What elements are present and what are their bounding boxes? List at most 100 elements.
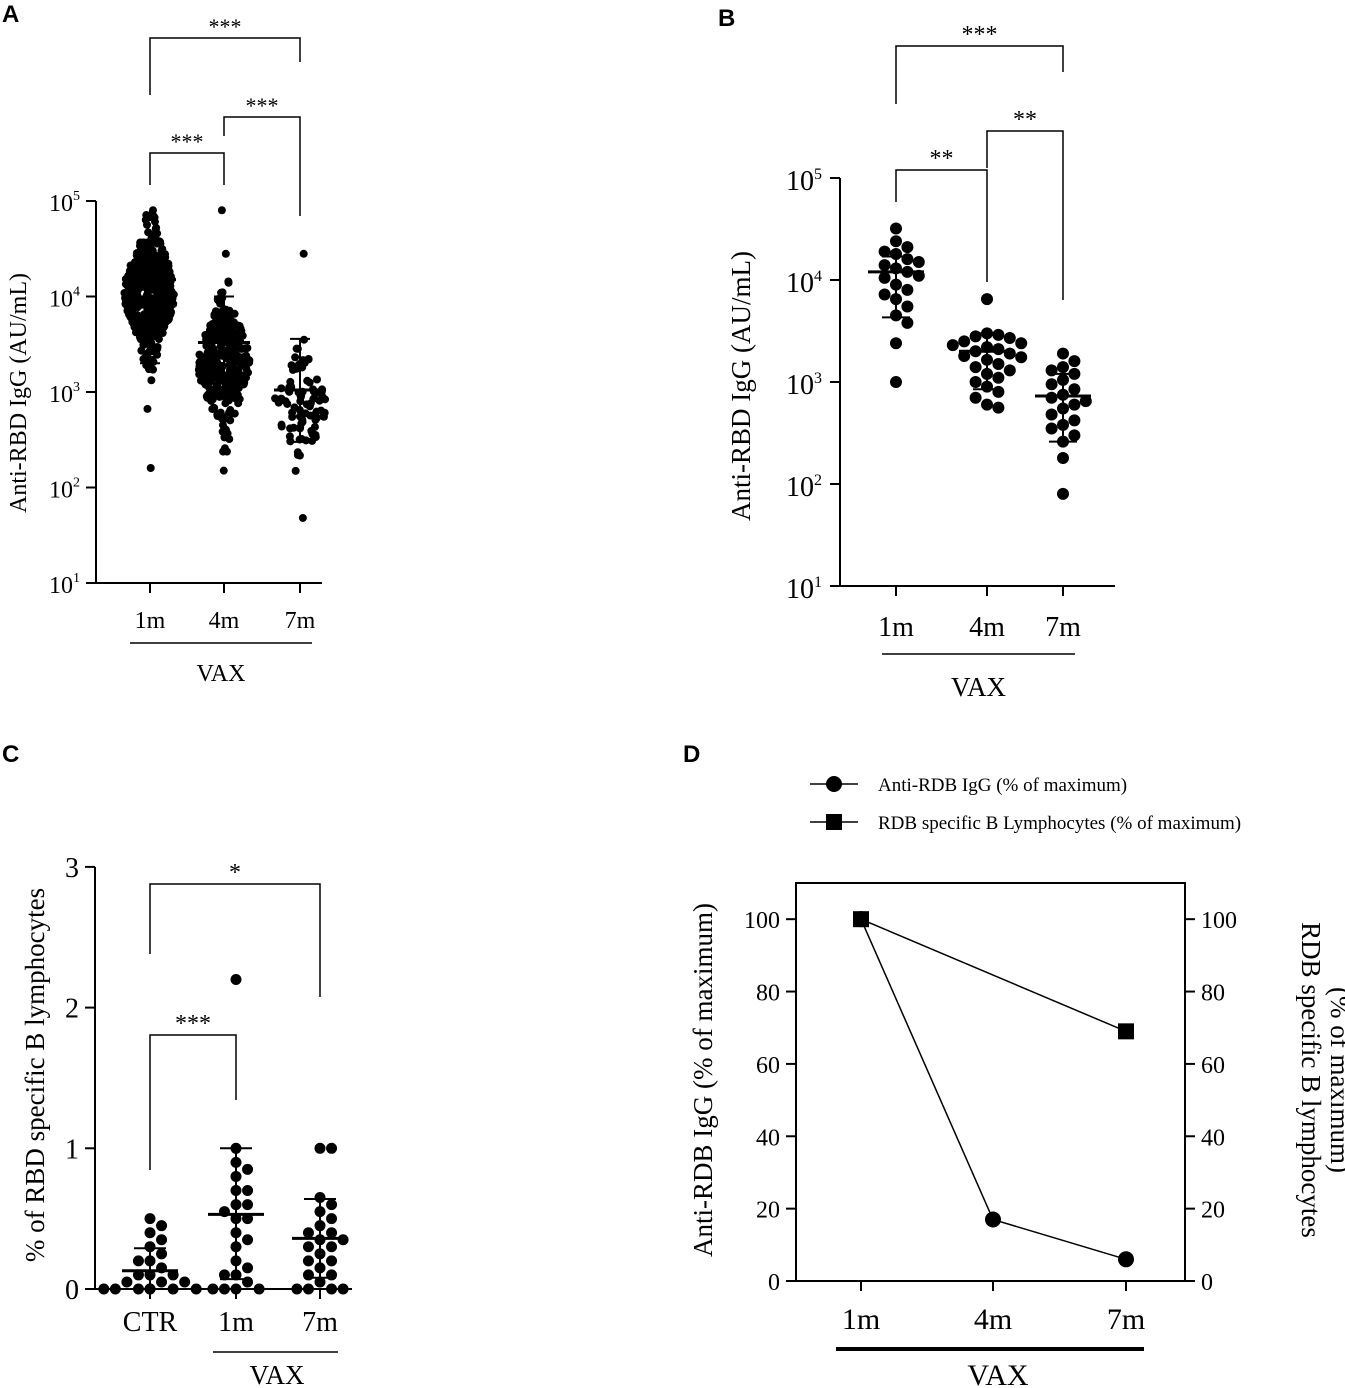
data-point <box>319 412 328 421</box>
data-point <box>337 1283 349 1295</box>
significance-bracket <box>149 37 301 95</box>
data-point <box>162 280 171 289</box>
data-point <box>211 365 220 374</box>
y-tick-label-left: 80 <box>756 981 780 1007</box>
data-point <box>151 264 160 273</box>
data-point <box>1068 383 1081 396</box>
data-point <box>1057 347 1069 360</box>
y-tick-label: 102 <box>786 472 822 503</box>
data-point <box>163 289 172 298</box>
data-point <box>981 398 993 411</box>
legend-label: RDB specific B Lymphocytes (% of maximum… <box>878 813 1241 834</box>
data-point <box>208 333 217 342</box>
data-point <box>901 300 914 313</box>
data-point <box>228 367 237 376</box>
data-point <box>145 213 154 222</box>
data-point <box>890 235 902 248</box>
data-point <box>992 371 1005 384</box>
data-point <box>310 422 319 431</box>
data-point <box>240 378 249 387</box>
group-label: VAX <box>951 672 1007 702</box>
data-point <box>146 464 155 473</box>
data-point <box>326 1241 338 1253</box>
significance-bracket <box>986 130 1064 300</box>
panel-b: 101 102 103 104 105 1m 4m 7m VAX Anti-RBD IgG (AU… <box>726 22 1115 702</box>
data-point <box>144 1213 156 1225</box>
data-point <box>156 1234 168 1246</box>
data-point <box>228 348 237 357</box>
data-point <box>1045 391 1058 404</box>
data-point <box>160 251 169 260</box>
y-axis-title: % of RBD specific B lymphocytes <box>20 888 50 1262</box>
data-point <box>992 385 1005 398</box>
data-point <box>235 322 244 331</box>
data-point <box>890 337 902 350</box>
data-point <box>302 1227 314 1239</box>
significance-label: ** <box>930 146 954 172</box>
significance-bracket <box>895 45 1064 104</box>
y-tick-label: 0 <box>65 1275 79 1306</box>
x-tick-label: 1m <box>842 1303 880 1336</box>
data-point <box>981 293 993 306</box>
data-point <box>138 295 147 304</box>
data-point <box>326 1269 338 1281</box>
data-point <box>291 466 300 475</box>
data-point <box>140 314 149 323</box>
y-tick-label: 2 <box>65 994 79 1025</box>
data-point <box>144 1241 156 1253</box>
data-point <box>297 419 306 428</box>
data-point <box>225 435 234 444</box>
data-point <box>154 281 163 290</box>
y-axis-title-left: Anti-RDB IgG (% of maximum) <box>688 903 718 1257</box>
data-point <box>300 358 309 367</box>
plot-frame <box>795 882 1186 1282</box>
x-tick-label: 1m <box>135 608 166 634</box>
y-tick-label-left: 100 <box>744 908 780 934</box>
data-point <box>130 265 139 274</box>
data-point <box>150 252 159 261</box>
data-point <box>154 296 163 305</box>
data-point <box>969 376 982 388</box>
data-point <box>242 1276 254 1288</box>
panel-label-d: D <box>683 741 700 768</box>
data-point <box>121 294 130 303</box>
data-point <box>139 355 148 364</box>
y-tick-label: 102 <box>49 476 80 504</box>
data-point <box>156 305 165 314</box>
data-point <box>901 241 914 254</box>
panel-label-b: B <box>718 5 735 32</box>
data-point <box>242 1199 254 1211</box>
data-point <box>878 271 891 284</box>
data-point <box>202 392 211 401</box>
data-point <box>226 416 235 425</box>
y-tick-label-right: 60 <box>1201 1053 1225 1079</box>
data-point <box>878 245 891 258</box>
data-point <box>992 343 1005 356</box>
data-point <box>890 376 902 388</box>
y-tick-label: 103 <box>786 370 822 401</box>
x-tick-label: 4m <box>969 612 1005 643</box>
data-point <box>288 412 297 421</box>
data-point <box>221 399 230 408</box>
data-point <box>242 1185 254 1197</box>
data-point <box>271 394 280 403</box>
data-point <box>912 256 925 269</box>
data-point <box>165 267 174 276</box>
data-point <box>133 303 142 312</box>
y-tick-label: 105 <box>49 189 80 217</box>
data-point <box>992 401 1005 414</box>
data-point <box>242 364 251 373</box>
data-point <box>143 404 152 413</box>
data-point <box>146 239 155 248</box>
data-point <box>253 1283 265 1295</box>
data-point <box>969 330 982 343</box>
data-point <box>281 397 290 406</box>
data-point <box>291 353 300 362</box>
x-tick-label: 7m <box>302 1307 338 1338</box>
x-tick-label: 4m <box>209 608 240 634</box>
data-point <box>143 264 152 273</box>
data-point <box>144 228 153 237</box>
series-point-circle <box>1118 1251 1134 1268</box>
y-tick-label: 3 <box>65 853 79 884</box>
